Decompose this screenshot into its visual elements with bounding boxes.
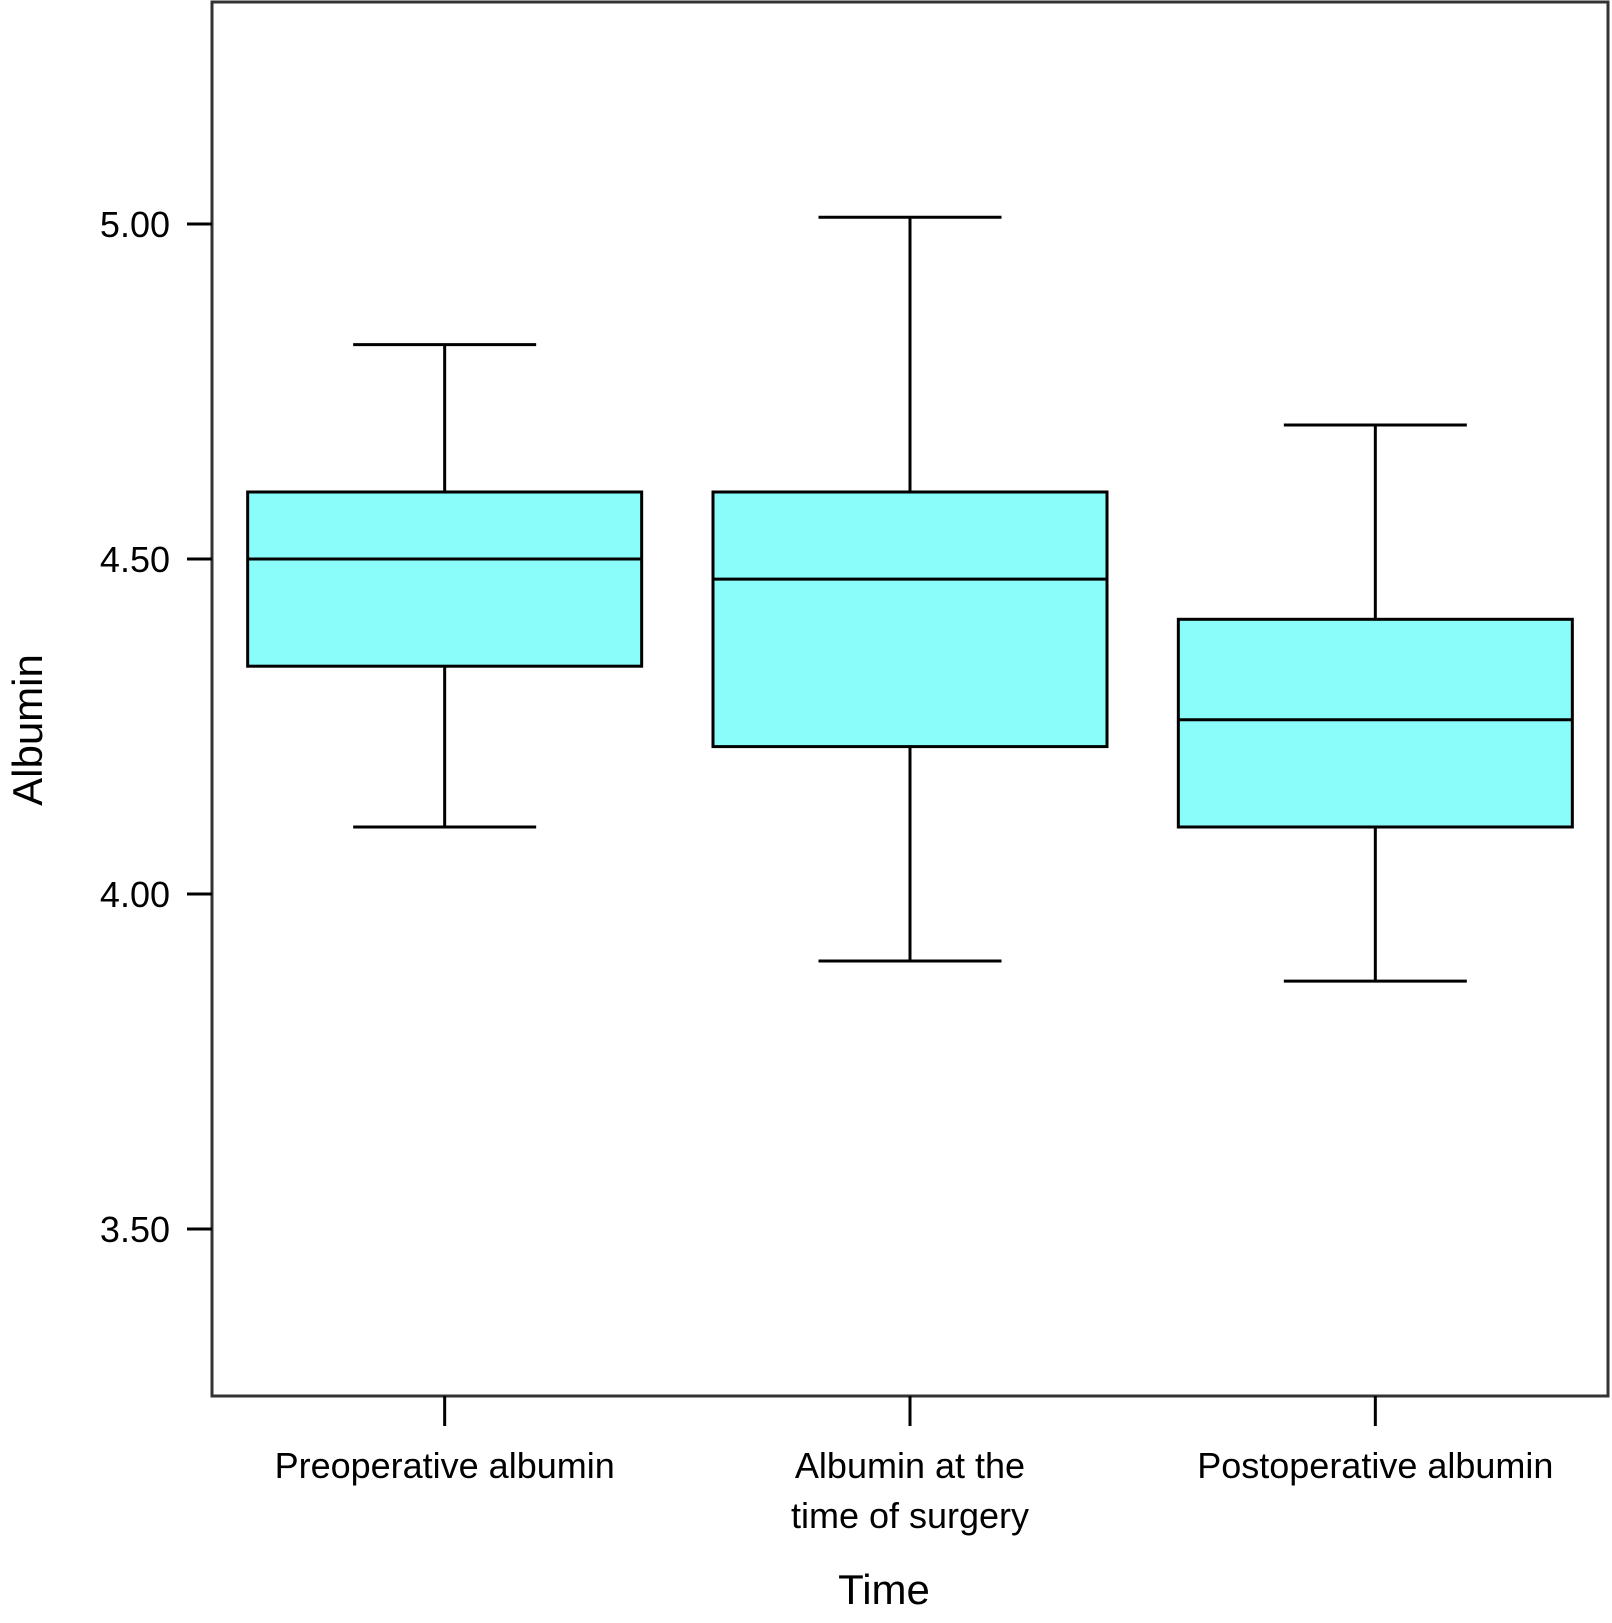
- x-tick-label: Albumin at the time of surgery: [791, 1445, 1029, 1536]
- y-axis-title: Albumin: [4, 654, 51, 806]
- x-tick-label: Postoperative albumin: [1197, 1445, 1553, 1486]
- box-group: [1176, 423, 1574, 983]
- x-tick-label-line: Postoperative albumin: [1197, 1445, 1553, 1486]
- x-tick-label-line: Preoperative albumin: [275, 1445, 615, 1486]
- iqr-box: [246, 490, 644, 668]
- iqr-box: [711, 490, 1109, 749]
- box-group: [246, 343, 644, 829]
- x-tick-label: Preoperative albumin: [275, 1445, 615, 1486]
- x-axis-title: Time: [838, 1566, 930, 1613]
- y-tick-label: 4.00: [100, 874, 170, 915]
- y-tick-label: 5.00: [100, 204, 170, 245]
- iqr-box: [1176, 617, 1574, 829]
- x-tick-label-line: Albumin at the: [795, 1445, 1025, 1486]
- y-axis: 3.50 4.00 4.50 5.00: [100, 204, 212, 1250]
- y-tick-label: 3.50: [100, 1209, 170, 1250]
- x-tick-label-line: time of surgery: [791, 1495, 1029, 1536]
- box-group: [711, 215, 1109, 963]
- box-series: [246, 215, 1574, 983]
- y-tick-label: 4.50: [100, 539, 170, 580]
- x-axis: Preoperative albumin Albumin at the time o…: [275, 1396, 1553, 1536]
